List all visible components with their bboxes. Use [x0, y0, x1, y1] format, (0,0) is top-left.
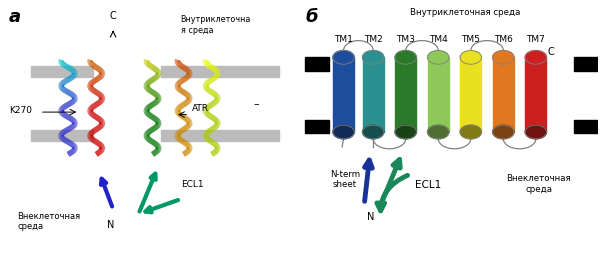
Text: TM6: TM6	[494, 35, 513, 44]
Ellipse shape	[362, 51, 384, 64]
Text: Внеклеточная
среда: Внеклеточная среда	[18, 212, 80, 231]
Text: Внеклеточная
среда: Внеклеточная среда	[507, 174, 571, 194]
Text: ECL1: ECL1	[181, 180, 204, 189]
Ellipse shape	[395, 51, 416, 64]
Bar	[161, 130, 279, 141]
Ellipse shape	[395, 125, 416, 139]
Text: N: N	[367, 212, 374, 221]
Text: б: б	[305, 8, 318, 26]
Ellipse shape	[493, 125, 514, 139]
Bar	[305, 120, 329, 133]
Bar	[525, 57, 547, 132]
Text: TM5: TM5	[461, 35, 480, 44]
Ellipse shape	[333, 51, 354, 64]
Text: TM3: TM3	[396, 35, 415, 44]
Text: TM1: TM1	[334, 35, 353, 44]
Ellipse shape	[428, 125, 449, 139]
Text: TM4: TM4	[429, 35, 448, 44]
Text: C: C	[548, 47, 554, 57]
Text: K270: K270	[9, 106, 32, 115]
Ellipse shape	[460, 51, 481, 64]
Bar	[395, 57, 416, 132]
Ellipse shape	[525, 51, 547, 64]
Text: –: –	[254, 99, 260, 109]
Bar	[31, 130, 94, 141]
Text: а: а	[9, 8, 21, 26]
Bar	[362, 57, 384, 132]
Ellipse shape	[493, 51, 514, 64]
Text: Внутриклеточная среда: Внутриклеточная среда	[410, 8, 520, 17]
Bar	[574, 57, 598, 71]
Bar	[428, 57, 449, 132]
Ellipse shape	[525, 125, 547, 139]
Text: TM2: TM2	[364, 35, 382, 44]
Bar	[493, 57, 514, 132]
Bar	[574, 120, 598, 133]
Bar	[460, 57, 481, 132]
Text: Внутриклеточна
я среда: Внутриклеточна я среда	[181, 15, 251, 34]
Text: N-term
sheet: N-term sheet	[330, 170, 360, 189]
Text: N: N	[106, 220, 114, 230]
Ellipse shape	[460, 125, 481, 139]
Bar	[333, 57, 354, 132]
Ellipse shape	[333, 125, 354, 139]
Bar	[31, 66, 94, 77]
Text: ECL1: ECL1	[414, 181, 441, 190]
Ellipse shape	[428, 51, 449, 64]
Text: TM7: TM7	[527, 35, 545, 44]
Text: ATR: ATR	[192, 104, 209, 113]
Bar	[305, 57, 329, 71]
Ellipse shape	[362, 125, 384, 139]
Bar	[161, 66, 279, 77]
Text: C: C	[110, 11, 117, 21]
